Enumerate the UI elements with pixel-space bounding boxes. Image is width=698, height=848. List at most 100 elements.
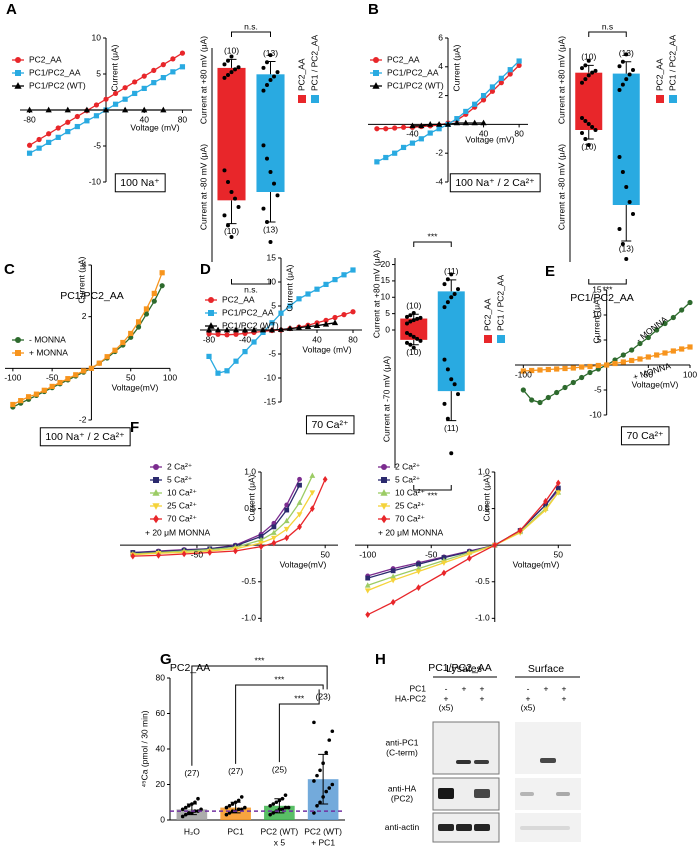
legend-marker [381,477,387,483]
marker [268,326,276,333]
legend-label: PC1/PC2_AA [387,67,439,77]
bar [400,318,428,330]
marker [297,476,302,482]
error-bar [265,61,276,75]
error-bar [583,130,594,140]
data-point [312,779,316,783]
marker [662,320,668,327]
marker [26,150,33,156]
condition-label: 100 Na⁺ / 2 Ca²⁺ [455,177,535,189]
data-point [631,212,635,216]
x-tick-label: -100 [359,549,376,559]
error-bar [621,205,632,242]
marker [543,502,548,508]
marker [278,310,284,316]
x-tick-label: PC2 (WT) [260,826,298,836]
data-point [271,802,276,806]
legend-label: PC2_AA [296,58,306,91]
marker [65,376,71,382]
x-tick-label: 40 [479,129,489,139]
significance-label: *** [255,655,266,665]
blot-label: anti-actin [385,822,420,832]
lane-mark: + [562,693,567,703]
blot-band [456,824,472,831]
marker [435,121,443,127]
marker [555,485,561,491]
marker [365,575,371,581]
marker [160,75,166,81]
marker [215,370,221,376]
marker [612,360,618,367]
marker [364,588,371,594]
legend-marker [15,337,21,343]
label-box [449,173,541,193]
data-point [271,811,276,815]
marker [350,267,356,273]
data-point [229,235,234,239]
x-tick-sublabel: x 5 [274,837,286,847]
data-point [229,190,234,194]
marker [224,332,230,338]
legend-label: 25 Ca²⁺ [167,500,198,510]
marker [271,524,277,530]
data-point [268,78,273,82]
bar [612,112,640,205]
error-bar [446,279,457,292]
marker [537,399,543,406]
marker [679,307,685,313]
marker [284,507,290,513]
marker [232,326,240,333]
n-label: (27) [228,766,243,776]
data-point [233,67,238,72]
marker [179,64,186,70]
y-tick-label: -2 [79,414,87,424]
condition-label: 100 Na⁺ [120,177,160,189]
marker [309,490,316,496]
marker [645,354,651,360]
x-axis-label: Voltage (mV) [302,344,351,354]
marker [104,354,110,360]
caption: PC1/PC2_AA [428,662,492,674]
marker [284,534,290,542]
y-tick-label: 20 [381,259,391,269]
y-tick-label: -0.5 [241,576,256,586]
marker [295,324,303,330]
legend-marker [207,322,215,329]
x-tick-label: 50 [320,549,330,559]
marker [233,547,238,555]
data-point [415,336,420,341]
bar [217,67,246,112]
y-tick-label: -5 [594,384,602,394]
marker [45,106,52,113]
data-point [580,131,584,135]
marker [587,363,593,370]
marker [93,102,100,108]
data-point [456,392,460,397]
x-tick-label: -50 [46,373,59,383]
panel-letter: A [6,1,17,18]
data-point [318,800,322,805]
data-point [275,70,280,75]
marker [587,369,593,376]
marker [55,125,61,131]
data-point [274,800,279,805]
y-tick-label: 0.5 [478,503,490,513]
significance-label: *** [428,231,439,241]
data-point [445,416,450,421]
data-point [225,223,230,228]
data-point [442,401,447,406]
data-point [627,200,632,204]
legend-swatch [656,95,664,103]
data-point [408,332,413,337]
n-label: (23) [316,692,331,702]
marker [74,113,80,120]
lane-mark: - [527,683,530,693]
marker [10,401,16,408]
marker [179,50,186,56]
n-label: (10) [224,226,239,236]
y-axis-label: Current at -80 mV (μA) [556,144,566,230]
legend-label: PC1 / PC2_AA [495,274,505,331]
marker [444,121,452,127]
y-axis-label: Current at -70 mV (μA) [381,356,391,442]
data-point [227,804,232,808]
